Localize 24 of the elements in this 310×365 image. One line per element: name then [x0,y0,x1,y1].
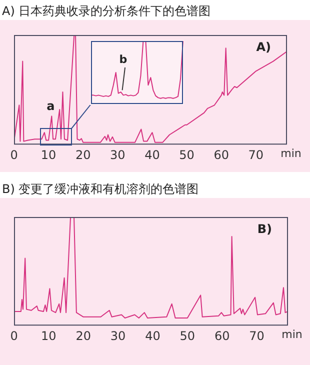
x-tick-label: 10 [41,328,56,343]
x-tick-label: 10 [40,148,56,162]
x-tick-label: 60 [214,328,230,343]
chart-title: B) 变更了缓冲液和有机溶剂的色谱图 [2,181,199,198]
annotation: A) [256,40,271,54]
x-tick-label: 20 [75,148,91,162]
x-tick-label: 70 [249,328,264,343]
x-tick-label: 70 [248,148,264,162]
x-tick-label: 0 [10,328,18,343]
annotation: a [46,99,55,114]
x-tick-label: 0 [10,148,18,162]
x-axis-title: min [282,328,302,341]
x-tick-label: 40 [144,148,160,162]
annotation: b [119,52,128,66]
x-tick-label: 20 [76,328,92,343]
x-tick-label: 30 [110,328,126,343]
x-tick-label: 50 [180,328,196,343]
annotation: B) [257,222,272,236]
x-tick-label: 60 [214,148,229,162]
x-tick-label: 30 [110,148,126,162]
x-axis-title: min [280,146,302,160]
chart-title: A) 日本药典收录的分析条件下的色谱图 [2,3,211,20]
x-tick-label: 50 [179,148,194,162]
x-tick-label: 40 [145,328,160,343]
